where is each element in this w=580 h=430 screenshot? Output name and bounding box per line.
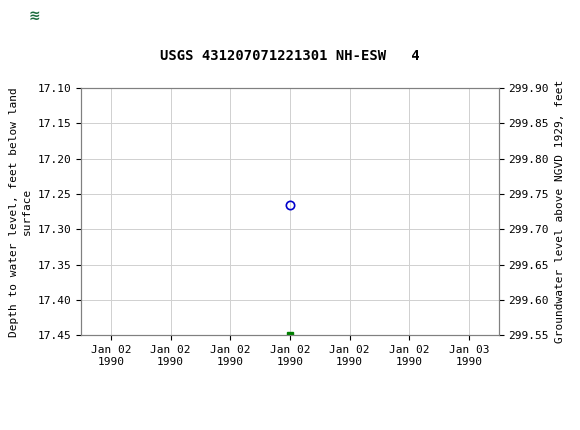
Y-axis label: Depth to water level, feet below land
surface: Depth to water level, feet below land su… [9, 87, 32, 337]
Text: USGS: USGS [75, 9, 122, 24]
Text: USGS 431207071221301 NH-ESW   4: USGS 431207071221301 NH-ESW 4 [160, 49, 420, 63]
Text: ≋: ≋ [29, 9, 41, 23]
Bar [6, 3, 64, 29]
Y-axis label: Groundwater level above NGVD 1929, feet: Groundwater level above NGVD 1929, feet [554, 80, 564, 344]
